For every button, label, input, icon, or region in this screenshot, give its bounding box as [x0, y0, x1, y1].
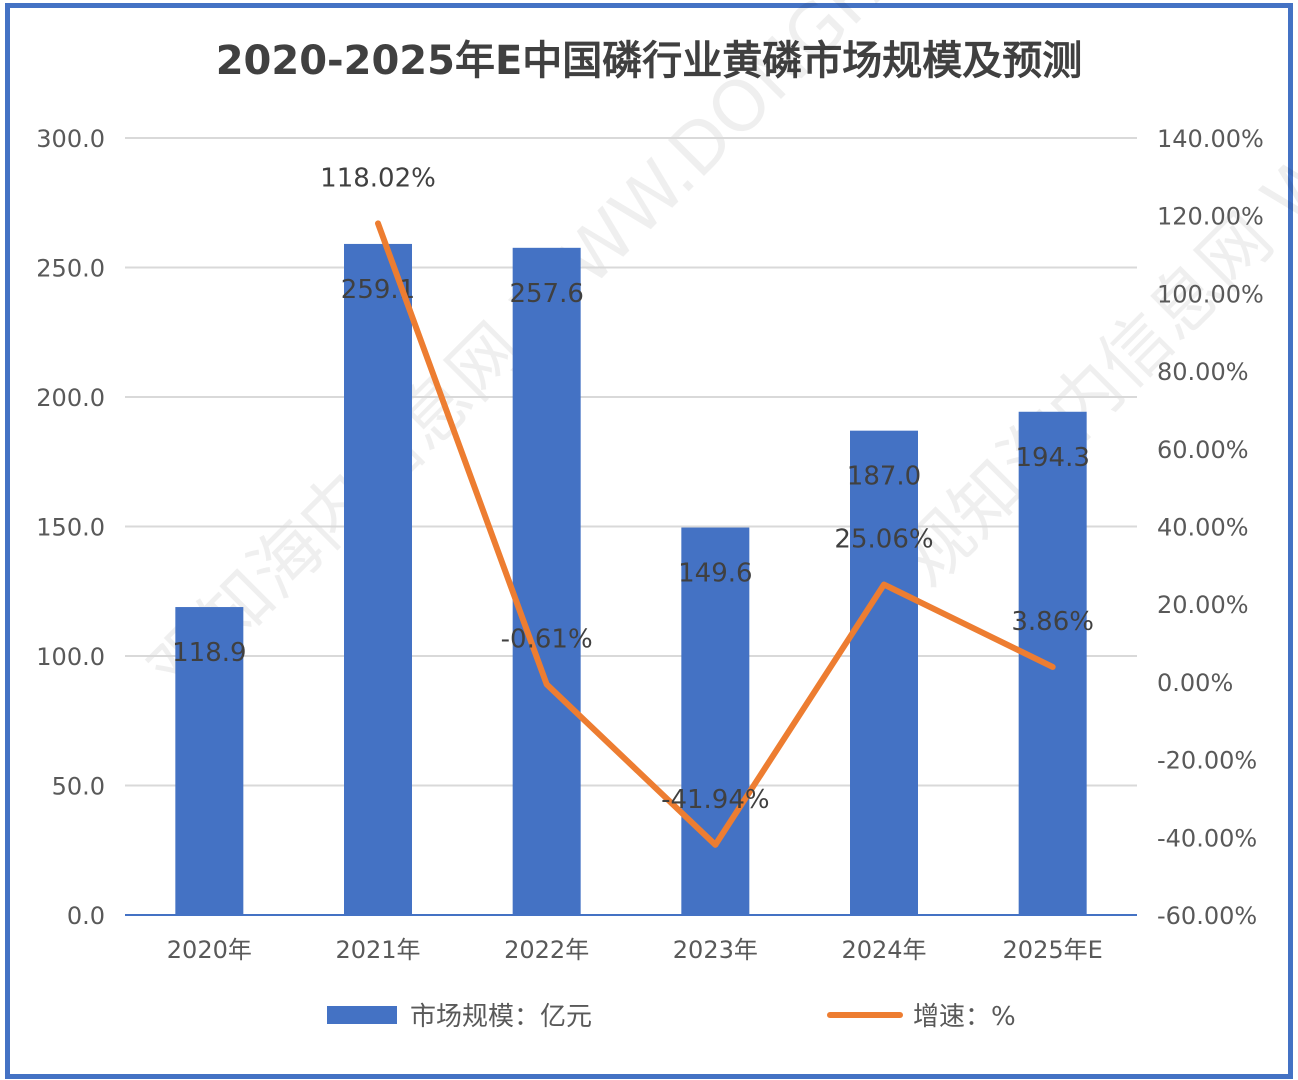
right-axis-tick: 100.00%: [1157, 280, 1264, 308]
left-axis-tick: 150.0: [36, 514, 105, 542]
bar: [1018, 411, 1087, 915]
x-axis-tick: 2020年: [167, 936, 252, 964]
right-axis-tick: -60.00%: [1157, 902, 1257, 930]
right-axis-tick: 120.00%: [1157, 203, 1264, 231]
bar: [512, 247, 581, 916]
left-axis-tick: 300.0: [36, 125, 105, 153]
line-data-label: 3.86%: [1011, 607, 1094, 637]
left-axis-tick: 50.0: [52, 773, 105, 801]
right-axis-tick: 40.00%: [1157, 514, 1249, 542]
legend-bar-label: 市场规模：亿元: [410, 1002, 592, 1032]
right-axis-tick: 20.00%: [1157, 591, 1249, 619]
right-axis-tick: 60.00%: [1157, 436, 1249, 464]
bar-data-label: 187.0: [847, 462, 921, 492]
chart-title: 2020-2025年E中国磷行业黄磷市场规模及预测: [215, 38, 1083, 84]
x-axis-tick: 2025年E: [1003, 936, 1103, 964]
growth-line: [375, 220, 1056, 848]
bar-data-label: 194.3: [1015, 443, 1089, 473]
x-axis-tick: 2021年: [335, 936, 420, 964]
bar-data-label: 257.6: [509, 279, 583, 309]
legend-bar-swatch: [327, 1006, 397, 1024]
left-axis-tick: 250.0: [36, 255, 105, 283]
right-axis-tick: 80.00%: [1157, 358, 1249, 386]
right-axis-tick: -40.00%: [1157, 824, 1257, 852]
right-axis-tick: 0.00%: [1157, 669, 1233, 697]
bar: [175, 607, 244, 915]
left-axis-tick: 0.0: [67, 902, 105, 930]
line-data-label: 118.02%: [320, 163, 436, 193]
line-data-label: -41.94%: [661, 785, 770, 815]
x-axis-tick: 2023年: [673, 936, 758, 964]
legend-line-label: 增速：%: [913, 1002, 1016, 1032]
right-axis-tick: 140.00%: [1157, 125, 1264, 153]
x-axis-tick: 2024年: [841, 936, 926, 964]
line-data-label: -0.61%: [501, 624, 593, 654]
x-axis-tick: 2022年: [504, 936, 589, 964]
bar: [681, 527, 750, 915]
line-data-label: 25.06%: [834, 525, 933, 555]
right-axis-tick: -20.00%: [1157, 747, 1257, 775]
left-axis-tick: 200.0: [36, 384, 105, 412]
bar: [850, 430, 918, 915]
left-axis-tick: 100.0: [36, 643, 105, 671]
bar: [344, 243, 412, 915]
bar-data-label: 149.6: [678, 559, 752, 589]
bar-data-label: 118.9: [172, 638, 246, 668]
